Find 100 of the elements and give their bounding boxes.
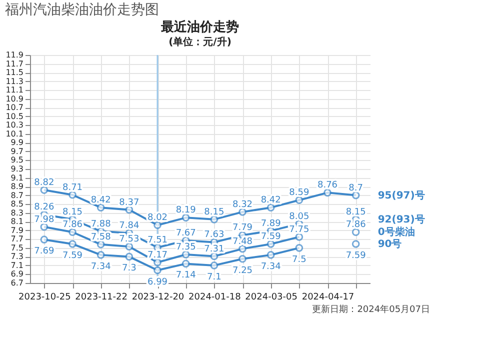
y-tick-label: 11.1 <box>6 86 24 95</box>
point <box>125 252 134 261</box>
data-label: 7.53 <box>119 234 140 245</box>
data-label: 7.25 <box>232 266 253 276</box>
chart-title: 福州汽油柴油油价走势图 <box>5 2 160 18</box>
data-label: 8.19 <box>176 206 196 216</box>
data-label: 7.59 <box>260 232 282 242</box>
y-tick-label: 10.5 <box>6 112 24 121</box>
y-tick-label: 11.3 <box>6 76 24 86</box>
y-tick-label: 7.5 <box>10 243 24 252</box>
x-tick-label: 2023-10-25 <box>18 292 71 302</box>
point <box>182 214 190 222</box>
point <box>182 260 190 268</box>
point <box>295 244 304 252</box>
data-label: 8.32 <box>232 200 253 210</box>
point <box>266 240 275 248</box>
point <box>352 191 360 200</box>
data-label: 7.88 <box>90 219 112 230</box>
y-tick-label: 10.3 <box>6 120 24 130</box>
data-label: 8.26 <box>34 202 54 213</box>
point <box>295 233 304 241</box>
data-label: 7.34 <box>90 262 112 272</box>
point <box>96 240 105 248</box>
series-label: 92(93)号 <box>378 213 425 226</box>
y-tick-label: 11.7 <box>6 59 24 68</box>
y-tick-label: 7.1 <box>10 260 24 270</box>
data-label: 7.35 <box>176 242 196 252</box>
data-label: 7.67 <box>176 228 196 238</box>
y-tick-label: 8.5 <box>10 200 24 209</box>
point <box>210 216 218 224</box>
x-tick-label: 2023-12-20 <box>132 292 184 302</box>
data-label: 8.82 <box>34 178 54 188</box>
point <box>324 188 332 197</box>
y-tick-label: 8.1 <box>10 217 24 226</box>
point <box>154 266 162 274</box>
data-label: 8.37 <box>119 198 140 208</box>
point <box>352 228 360 236</box>
y-tick-label: 9.9 <box>10 138 24 148</box>
y-tick-label: 10.7 <box>6 103 24 112</box>
data-label: 7.63 <box>204 230 224 240</box>
data-label: 7.69 <box>34 246 54 257</box>
data-label: 8.42 <box>260 196 281 206</box>
point <box>40 186 48 194</box>
point <box>295 196 304 204</box>
point <box>40 222 48 231</box>
point <box>68 190 76 199</box>
point <box>182 250 190 258</box>
data-label: 7.84 <box>119 221 140 232</box>
data-label: 7.98 <box>34 214 54 225</box>
point <box>154 221 162 230</box>
point <box>125 206 134 214</box>
data-label: 7.89 <box>260 218 282 229</box>
point <box>154 258 162 266</box>
data-label: 8.15 <box>62 207 83 218</box>
data-label: 7.79 <box>232 223 253 234</box>
point <box>125 242 134 251</box>
data-label: 8.59 <box>289 188 310 198</box>
y-tick-label: 8.3 <box>10 208 24 218</box>
text: (单位：元/升) <box>168 36 232 48</box>
data-label: 8.42 <box>90 196 111 206</box>
data-label: 8.71 <box>62 182 83 193</box>
text: 更新日期：2024年05月07日 <box>312 304 430 315</box>
data-label: 7.17 <box>147 250 168 260</box>
y-tick-label: 7.7 <box>10 234 24 244</box>
point <box>96 204 105 212</box>
y-tick-label: 7.3 <box>10 252 24 262</box>
point <box>238 254 246 263</box>
chart-subtitle: 最近油价走势 <box>160 19 239 35</box>
data-label: 8.7 <box>348 183 363 194</box>
data-label: 7.34 <box>260 262 282 272</box>
y-tick-label: 6.7 <box>10 278 24 288</box>
point <box>238 244 246 253</box>
y-tick-label: 6.9 <box>10 270 24 279</box>
y-tick-label: 7.9 <box>10 226 24 235</box>
point <box>352 240 360 248</box>
y-tick-label: 11.9 <box>6 50 24 60</box>
y-tick-label: 8.9 <box>10 182 24 192</box>
data-label: 7.5 <box>292 254 306 265</box>
y-tick-label: 9.7 <box>10 146 24 156</box>
series-label: 95(97)号 <box>378 189 425 202</box>
point <box>266 204 275 212</box>
data-label: 7.58 <box>90 232 112 242</box>
point <box>266 251 275 259</box>
point <box>96 251 105 259</box>
x-tick-label: 2024-04-17 <box>302 292 354 302</box>
point <box>210 252 218 260</box>
data-label: 7.59 <box>62 250 83 261</box>
series-label: 0号柴油 <box>378 226 415 238</box>
y-tick-label: 11.5 <box>6 68 24 78</box>
x-tick-label: 2023-11-22 <box>75 292 128 302</box>
data-label: 8.02 <box>147 213 168 224</box>
data-label: 7.48 <box>232 236 253 247</box>
data-label: 7.1 <box>207 272 222 282</box>
data-label: 7.86 <box>62 220 83 230</box>
point <box>238 208 246 216</box>
data-label: 7.14 <box>176 270 196 281</box>
data-label: 8.15 <box>204 207 224 218</box>
point <box>68 240 76 248</box>
y-tick-label: 10.9 <box>6 94 24 104</box>
point <box>68 228 76 236</box>
